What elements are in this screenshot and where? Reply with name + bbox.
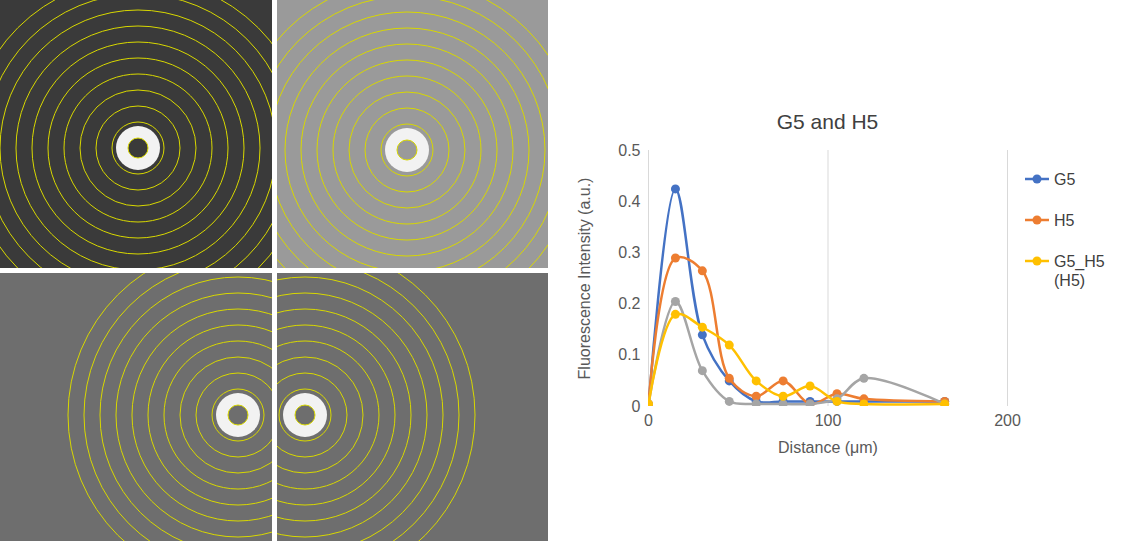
- html-text:G5_H5 (H5): G5_H5 (H5): [1054, 253, 1105, 289]
- svg-text:0.4: 0.4: [618, 193, 640, 210]
- svg-text:100: 100: [815, 412, 842, 429]
- html-text:G5: G5: [1054, 171, 1076, 188]
- svg-text:200: 200: [994, 412, 1021, 429]
- svg-text:0.3: 0.3: [618, 244, 640, 261]
- html-text:H5: H5: [1054, 212, 1075, 229]
- svg-text:0.5: 0.5: [618, 142, 640, 159]
- svg-text:Fluorescence Intensity (a.u.): Fluorescence Intensity (a.u.): [576, 178, 593, 380]
- svg-text:Distance (μm): Distance (μm): [778, 439, 878, 456]
- svg-text:0: 0: [644, 412, 653, 429]
- svg-text:0.1: 0.1: [618, 346, 640, 363]
- html-text:G5 and H5: G5 and H5: [776, 110, 879, 133]
- svg-text:0.2: 0.2: [618, 295, 640, 312]
- svg-text:0: 0: [632, 398, 641, 415]
